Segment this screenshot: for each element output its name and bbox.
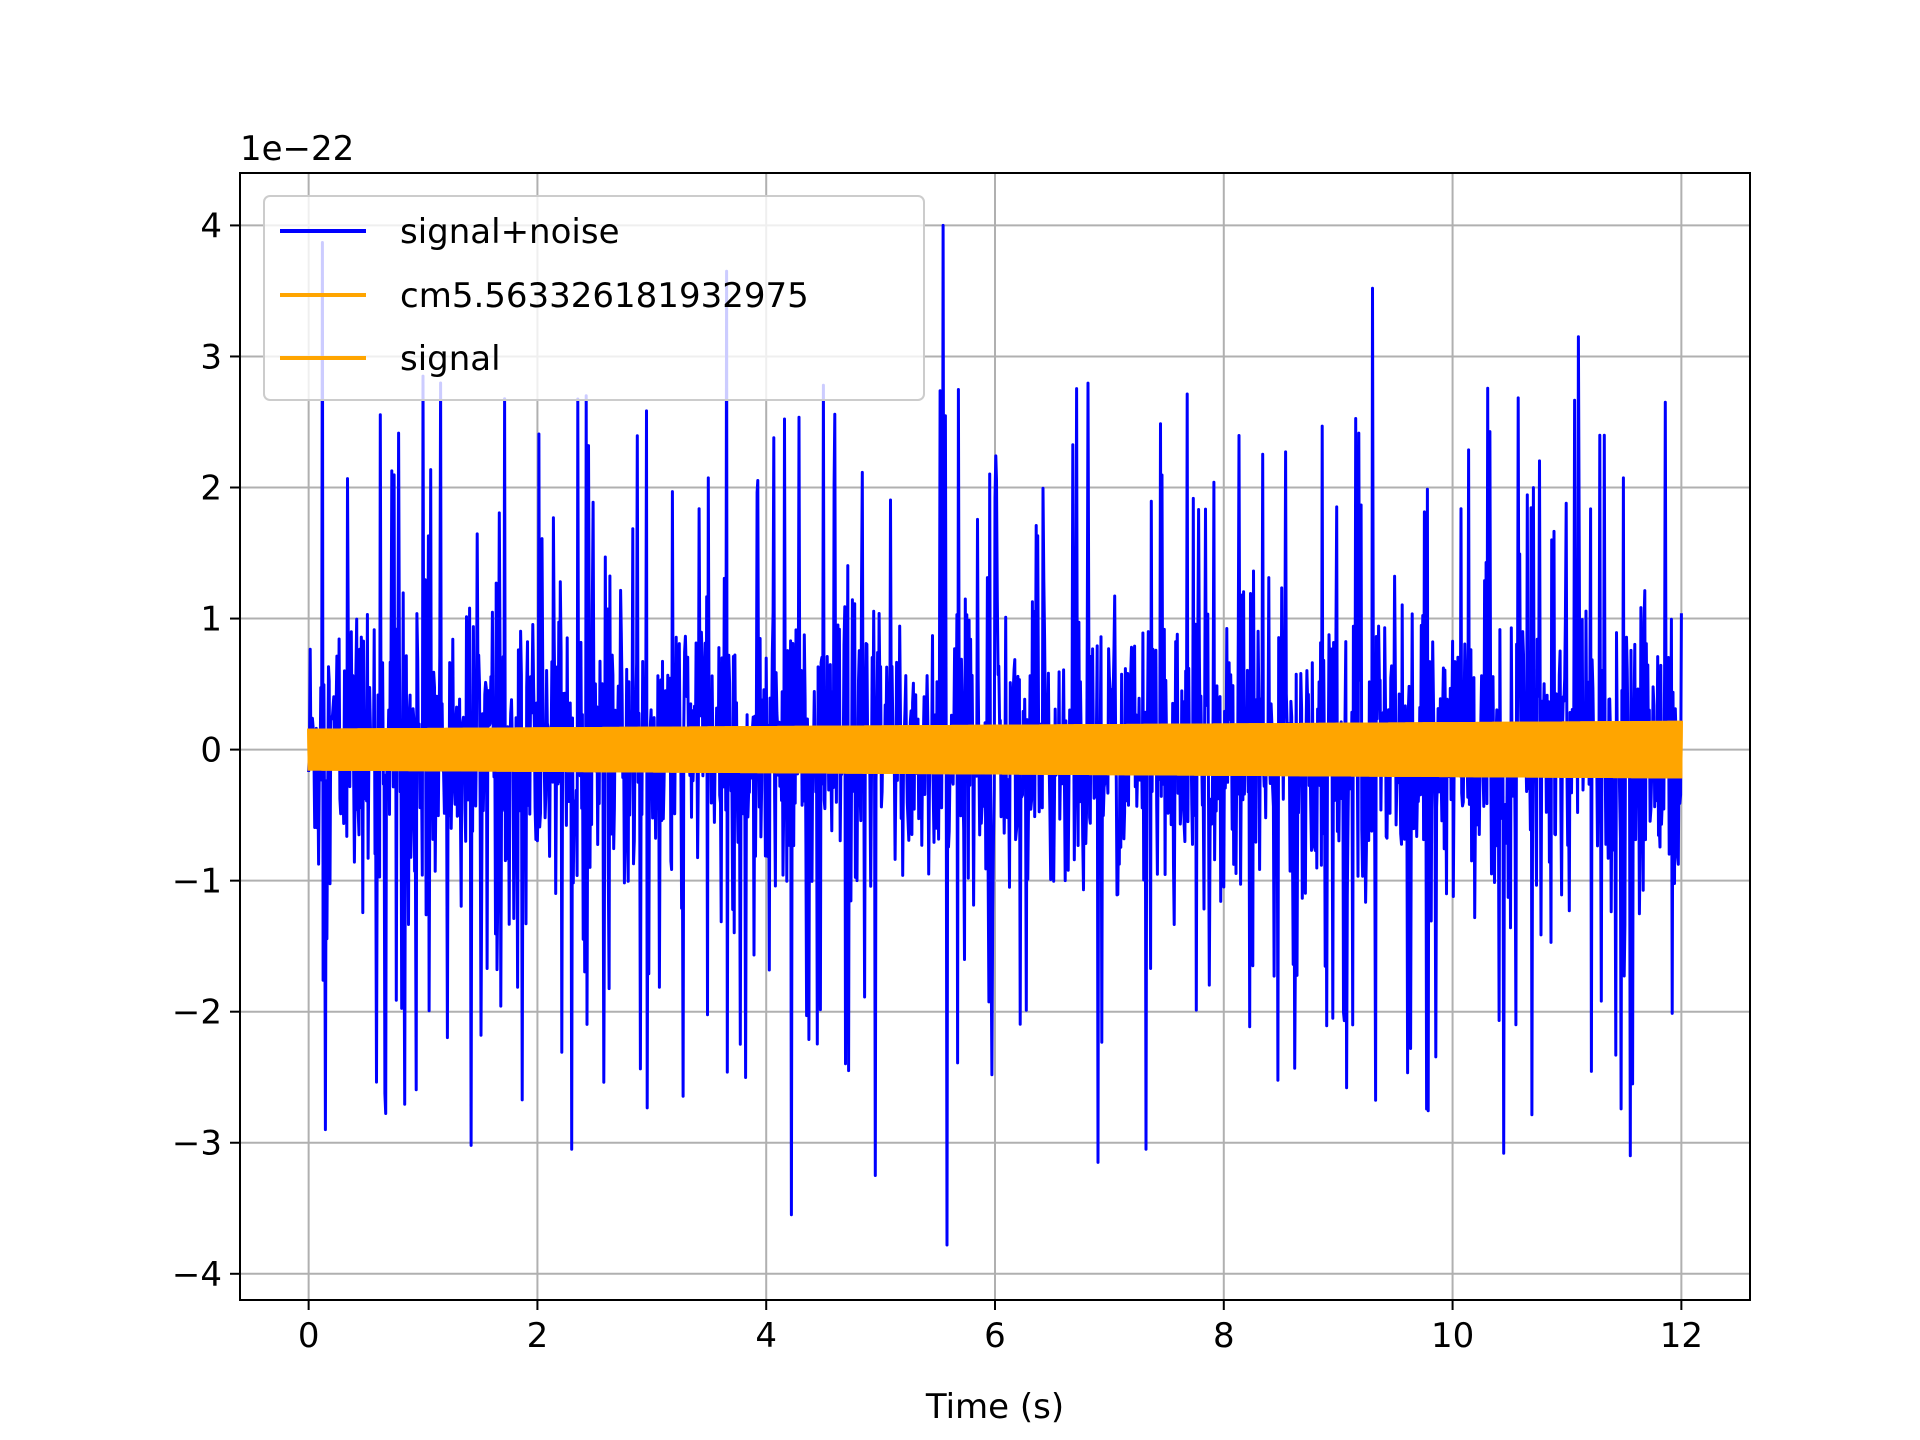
x-tick-label: 6 xyxy=(984,1316,1006,1356)
y-tick-label: 0 xyxy=(200,731,222,771)
y-tick-label: −2 xyxy=(172,993,222,1033)
x-axis: 0 2 4 6 8 10 12 xyxy=(298,1300,1703,1356)
legend-box xyxy=(263,195,925,401)
y-tick-label: −1 xyxy=(172,862,222,902)
legend-label-signal-noise: signal+noise xyxy=(400,212,620,252)
y-tick-label: 3 xyxy=(200,337,222,377)
y-tick-label: −4 xyxy=(172,1255,222,1295)
series-layer xyxy=(307,223,1683,1247)
y-axis: −4 −3 −2 −1 0 1 2 3 4 xyxy=(172,206,240,1295)
series-line-signal-noise xyxy=(307,223,1683,1247)
y-tick-label: 2 xyxy=(200,469,222,509)
y-tick-label: 1 xyxy=(200,600,222,640)
x-tick-label: 4 xyxy=(755,1316,777,1356)
y-tick-label: 4 xyxy=(200,206,222,246)
legend: signal+noise cm5.563326181932975 signal xyxy=(263,195,925,401)
x-tick-label: 12 xyxy=(1660,1316,1703,1356)
y-offset-label: 1e−22 xyxy=(240,129,354,169)
series-line-signal xyxy=(307,720,1683,779)
legend-label-cm: cm5.563326181932975 xyxy=(400,276,809,316)
legend-label-signal: signal xyxy=(400,339,501,379)
y-tick-label: −3 xyxy=(172,1124,222,1164)
x-tick-label: 10 xyxy=(1431,1316,1474,1356)
x-tick-label: 8 xyxy=(1213,1316,1235,1356)
x-axis-label: Time (s) xyxy=(925,1387,1064,1427)
x-tick-label: 2 xyxy=(527,1316,549,1356)
x-tick-label: 0 xyxy=(298,1316,320,1356)
